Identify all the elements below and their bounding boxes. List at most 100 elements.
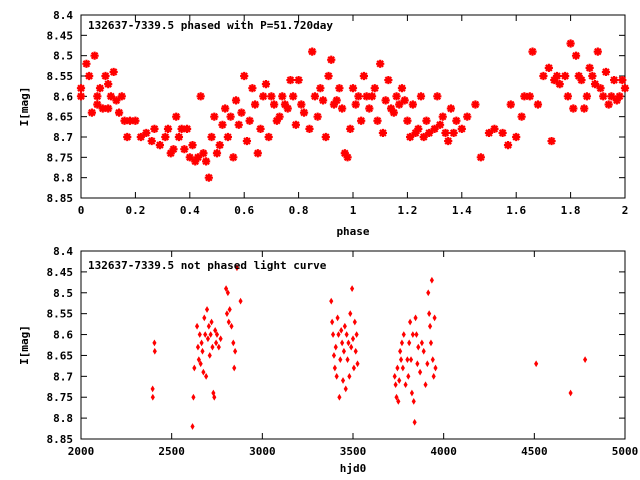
data-point <box>240 71 249 81</box>
data-point <box>395 364 400 372</box>
data-point <box>583 356 588 363</box>
data-point <box>95 84 105 93</box>
data-point <box>150 385 155 393</box>
data-point <box>216 343 221 351</box>
data-point <box>376 59 385 68</box>
data-point <box>201 368 206 376</box>
data-point <box>422 116 431 125</box>
data-point <box>259 92 268 101</box>
data-point <box>401 331 406 338</box>
data-point <box>395 100 404 109</box>
data-point <box>180 145 189 154</box>
data-point <box>299 108 309 117</box>
data-point <box>610 75 619 85</box>
x-tick-label: 1.2 <box>397 204 417 217</box>
data-point <box>125 116 135 125</box>
data-point <box>347 372 352 380</box>
y-tick-label: 8.75 <box>47 151 74 164</box>
data-point <box>231 96 241 105</box>
x-tick-label: 1 <box>350 204 357 217</box>
data-point <box>416 343 421 351</box>
data-point <box>200 347 205 355</box>
data-point <box>330 318 335 326</box>
data-point <box>561 71 570 81</box>
data-point <box>615 92 624 101</box>
data-point <box>294 75 303 85</box>
phased-light-curve-plot: 0 0.2 0.4 0.6 0.8 1 1.2 1.4 1.6 1.8 2 8.4 8.45 8.5 8.5… <box>18 9 630 238</box>
data-point <box>242 136 252 146</box>
data-point <box>423 381 428 389</box>
data-point <box>484 128 494 138</box>
data-point <box>231 339 236 347</box>
data-point <box>90 51 99 60</box>
unphased-light-curve-plot: 2000 2500 3000 3500 4000 4500 5000 8.4 8.45 8.5 8.… <box>18 245 638 475</box>
data-point <box>208 331 213 338</box>
data-point <box>533 100 543 109</box>
data-point <box>114 108 124 117</box>
data-point <box>577 75 586 85</box>
x-tick-label: 0 <box>78 204 85 217</box>
data-point <box>397 377 402 384</box>
data-point <box>425 360 430 368</box>
data-point <box>188 141 197 150</box>
data-point <box>406 372 411 380</box>
y-tick-label: 8.7 <box>53 370 73 383</box>
data-point <box>340 377 346 384</box>
data-point <box>607 92 616 101</box>
data-point <box>452 116 461 125</box>
data-point <box>204 173 213 182</box>
data-point <box>324 71 333 81</box>
data-point <box>352 318 357 326</box>
data-point <box>335 314 340 322</box>
x-axis-label: phase <box>336 225 369 238</box>
data-point <box>343 385 348 393</box>
data-point <box>412 418 417 426</box>
data-point <box>512 132 521 142</box>
data-point <box>98 104 107 113</box>
data-point <box>289 92 298 101</box>
data-point <box>534 360 539 368</box>
data-point <box>147 136 156 146</box>
data-point <box>343 153 352 162</box>
data-point <box>620 84 630 93</box>
data-point <box>270 100 279 109</box>
data-point <box>195 343 201 351</box>
data-point <box>362 92 371 101</box>
x-tick-label: 0.2 <box>125 204 145 217</box>
data-point <box>433 92 442 101</box>
data-point <box>305 124 314 133</box>
data-point <box>463 112 472 121</box>
data-point <box>329 297 334 305</box>
data-point <box>392 92 401 101</box>
data-point <box>198 360 203 368</box>
data-point <box>432 314 437 322</box>
x-tick-label: 2 <box>622 204 629 217</box>
data-point <box>224 310 230 318</box>
x-tick-label: 4500 <box>521 445 548 458</box>
data-point <box>120 116 129 125</box>
data-point <box>569 104 578 113</box>
data-point <box>408 356 414 363</box>
data-point <box>389 108 398 117</box>
data-point <box>256 124 265 133</box>
data-point <box>196 92 205 101</box>
data-point <box>498 128 507 138</box>
data-point <box>471 100 480 109</box>
data-point <box>155 141 164 150</box>
data-point <box>370 84 379 93</box>
data-point <box>585 63 594 72</box>
data-point <box>568 389 573 397</box>
data-point <box>202 314 207 322</box>
data-point <box>318 96 328 105</box>
data-point <box>278 92 287 101</box>
data-point <box>329 100 339 109</box>
y-tick-label: 8.65 <box>47 111 74 124</box>
data-point <box>218 335 223 343</box>
data-point <box>321 132 330 142</box>
x-tick-label: 3000 <box>249 445 276 458</box>
data-point <box>117 92 126 101</box>
data-point <box>528 47 537 56</box>
data-point <box>104 104 113 113</box>
data-point <box>409 389 415 397</box>
data-point <box>355 360 360 368</box>
